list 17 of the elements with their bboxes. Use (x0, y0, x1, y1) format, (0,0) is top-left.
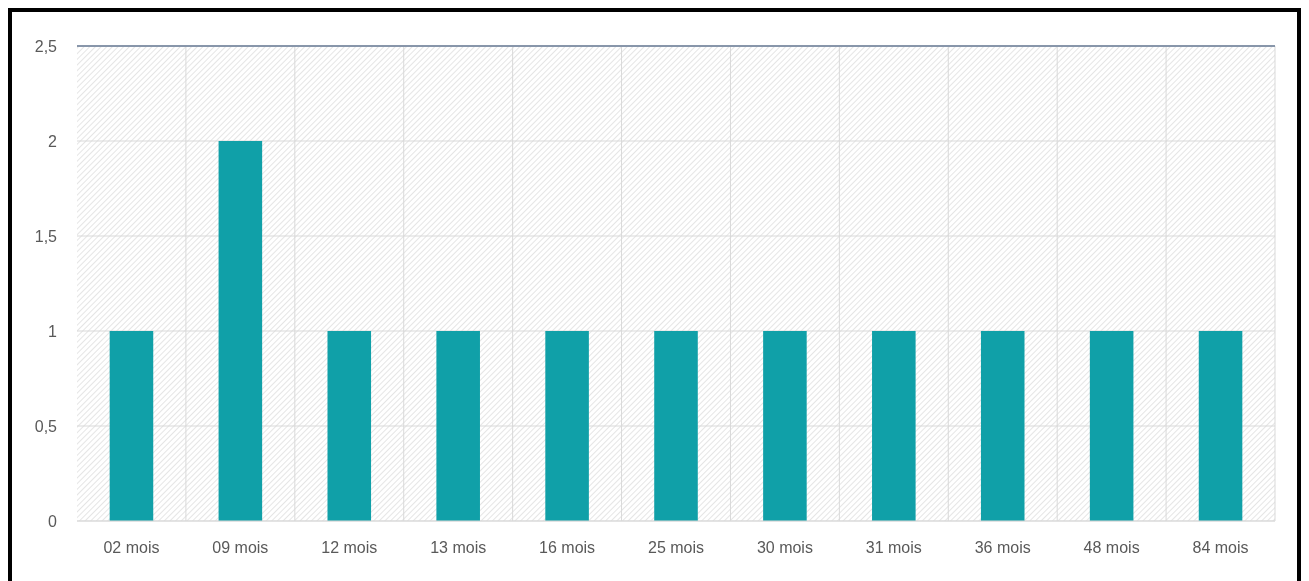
y-tick-label: 1,5 (34, 227, 58, 245)
x-tick-label: 31 mois (865, 539, 922, 556)
x-tick-label: 09 mois (212, 539, 269, 556)
x-tick-label: 48 mois (1083, 539, 1140, 556)
x-tick-label: 84 mois (1192, 539, 1249, 556)
x-tick-label: 13 mois (430, 539, 487, 556)
y-tick-label: 1 (48, 322, 58, 340)
x-tick-label: 16 mois (539, 539, 596, 556)
y-tick-label: 2,5 (34, 37, 58, 55)
y-tick-label: 0 (48, 512, 58, 530)
y-tick-label: 0,5 (34, 417, 58, 435)
x-tick-label: 36 mois (974, 539, 1031, 556)
x-tick-label: 02 mois (103, 539, 160, 556)
x-tick-label: 25 mois (647, 539, 705, 556)
x-tick-label: 30 mois (756, 539, 813, 556)
x-tick-label: 12 mois (321, 539, 378, 556)
y-tick-label: 2 (48, 132, 58, 150)
